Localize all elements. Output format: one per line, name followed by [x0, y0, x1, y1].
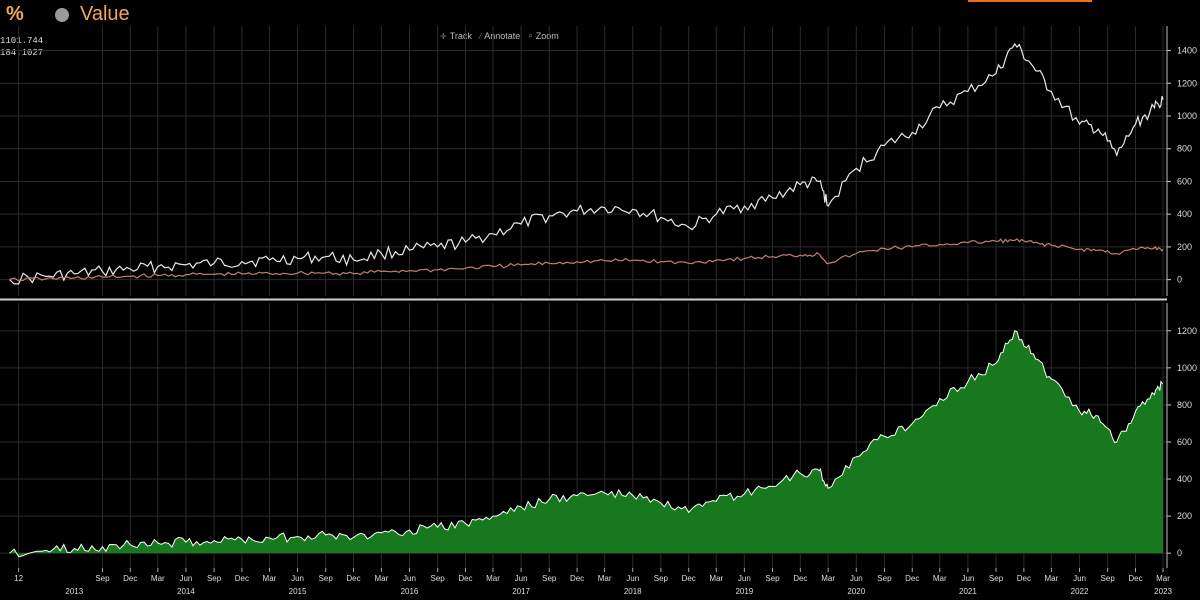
y-tick-label: 800	[1177, 144, 1192, 154]
x-tick-label: Mar	[933, 574, 947, 583]
y-tick-label: 0	[1177, 275, 1182, 285]
value-label[interactable]: Value	[80, 3, 130, 25]
x-tick-label: Dec	[123, 574, 137, 583]
x-year-label: 2016	[401, 587, 419, 596]
x-year-label: 2023	[1154, 587, 1172, 596]
annotate-label: Annotate	[484, 31, 521, 41]
accent-bar	[968, 0, 1092, 2]
x-tick-label: Mar	[1156, 574, 1170, 583]
x-tick-label: Mar	[263, 574, 277, 583]
y-tick-label: 400	[1177, 474, 1192, 484]
x-tick-label: Sep	[765, 574, 780, 583]
x-year-label: 2015	[289, 587, 307, 596]
y-tick-label: 1000	[1177, 363, 1197, 373]
x-tick-label: Dec	[346, 574, 360, 583]
x-tick-label: Sep	[207, 574, 222, 583]
y-tick-label: 1200	[1177, 78, 1197, 88]
y-tick-label: 1000	[1177, 111, 1197, 121]
x-year-label: 2018	[624, 587, 642, 596]
y-tick-label: 600	[1177, 437, 1192, 447]
x-tick-label: Dec	[905, 574, 919, 583]
zoom-button[interactable]: ⌕ Zoom	[528, 30, 559, 42]
x-tick-label: Jun	[515, 574, 528, 583]
x-tick-label: Sep	[989, 574, 1004, 583]
crosshair-icon: ✛	[440, 31, 447, 41]
y-tick-label: 800	[1177, 400, 1192, 410]
x-tick-label: Sep	[654, 574, 669, 583]
y-tick-label: 200	[1177, 511, 1192, 521]
y-tick-label: 1200	[1177, 326, 1197, 336]
magnifier-icon: ⌕	[528, 31, 533, 40]
x-tick-label: Jun	[961, 574, 974, 583]
series-line-white	[9, 42, 1164, 285]
y-tick-label: 400	[1177, 209, 1192, 219]
x-tick-label: Dec	[570, 574, 584, 583]
x-tick-label: Jun	[626, 574, 639, 583]
series-line-brown	[9, 238, 1164, 282]
y-tick-label: 0	[1177, 548, 1182, 558]
x-tick-label: Mar	[374, 574, 388, 583]
x-tick-label: Jun	[1073, 574, 1086, 583]
x-tick-label: Dec	[1128, 574, 1142, 583]
annotate-button[interactable]: ⁄ Annotate	[480, 30, 520, 42]
x-tick-label: Dec	[682, 574, 696, 583]
chart-header: % Value	[0, 0, 1200, 30]
x-tick-label: Jun	[403, 574, 416, 583]
y-tick-label: 200	[1177, 242, 1192, 252]
x-tick-label: Sep	[319, 574, 334, 583]
x-tick-label: 12	[14, 574, 23, 583]
x-tick-label: Dec	[458, 574, 472, 583]
pencil-icon: ⁄	[479, 31, 482, 41]
x-tick-label: Sep	[431, 574, 446, 583]
x-tick-label: Mar	[486, 574, 500, 583]
x-year-label: 2021	[959, 587, 977, 596]
x-tick-label: Mar	[1045, 574, 1059, 583]
area-fill	[9, 330, 1163, 557]
x-tick-label: Sep	[95, 574, 110, 583]
x-tick-label: Dec	[793, 574, 807, 583]
x-tick-label: Sep	[1101, 574, 1116, 583]
x-tick-label: Sep	[542, 574, 557, 583]
y-tick-label: 1400	[1177, 46, 1197, 56]
x-tick-label: Sep	[877, 574, 892, 583]
x-year-label: 2022	[1071, 587, 1089, 596]
percent-toggle[interactable]: %	[6, 3, 24, 25]
zoom-label: Zoom	[535, 31, 559, 41]
readout-value-2: 184.1027	[0, 48, 44, 58]
x-tick-label: Jun	[850, 574, 863, 583]
x-year-label: 2013	[65, 587, 83, 596]
x-tick-label: Jun	[738, 574, 751, 583]
legend-dot-icon	[55, 8, 69, 22]
x-year-label: 2017	[512, 587, 530, 596]
x-year-label: 2020	[847, 587, 865, 596]
x-tick-label: Mar	[709, 574, 723, 583]
track-button[interactable]: ✛ Track	[440, 30, 472, 42]
y-tick-label: 600	[1177, 176, 1192, 186]
x-tick-label: Jun	[291, 574, 304, 583]
readout-value-1: 1101.744	[0, 36, 44, 46]
track-label: Track	[449, 31, 472, 41]
area-outline	[9, 330, 1164, 558]
x-tick-label: Mar	[598, 574, 612, 583]
x-tick-label: Dec	[235, 574, 249, 583]
chart-toolbar: ✛ Track ⁄ Annotate ⌕ Zoom	[440, 30, 559, 42]
x-tick-label: Mar	[821, 574, 835, 583]
x-tick-label: Dec	[1017, 574, 1031, 583]
x-year-label: 2014	[177, 587, 195, 596]
x-tick-label: Jun	[179, 574, 192, 583]
x-year-label: 2019	[735, 587, 753, 596]
x-tick-label: Mar	[151, 574, 165, 583]
